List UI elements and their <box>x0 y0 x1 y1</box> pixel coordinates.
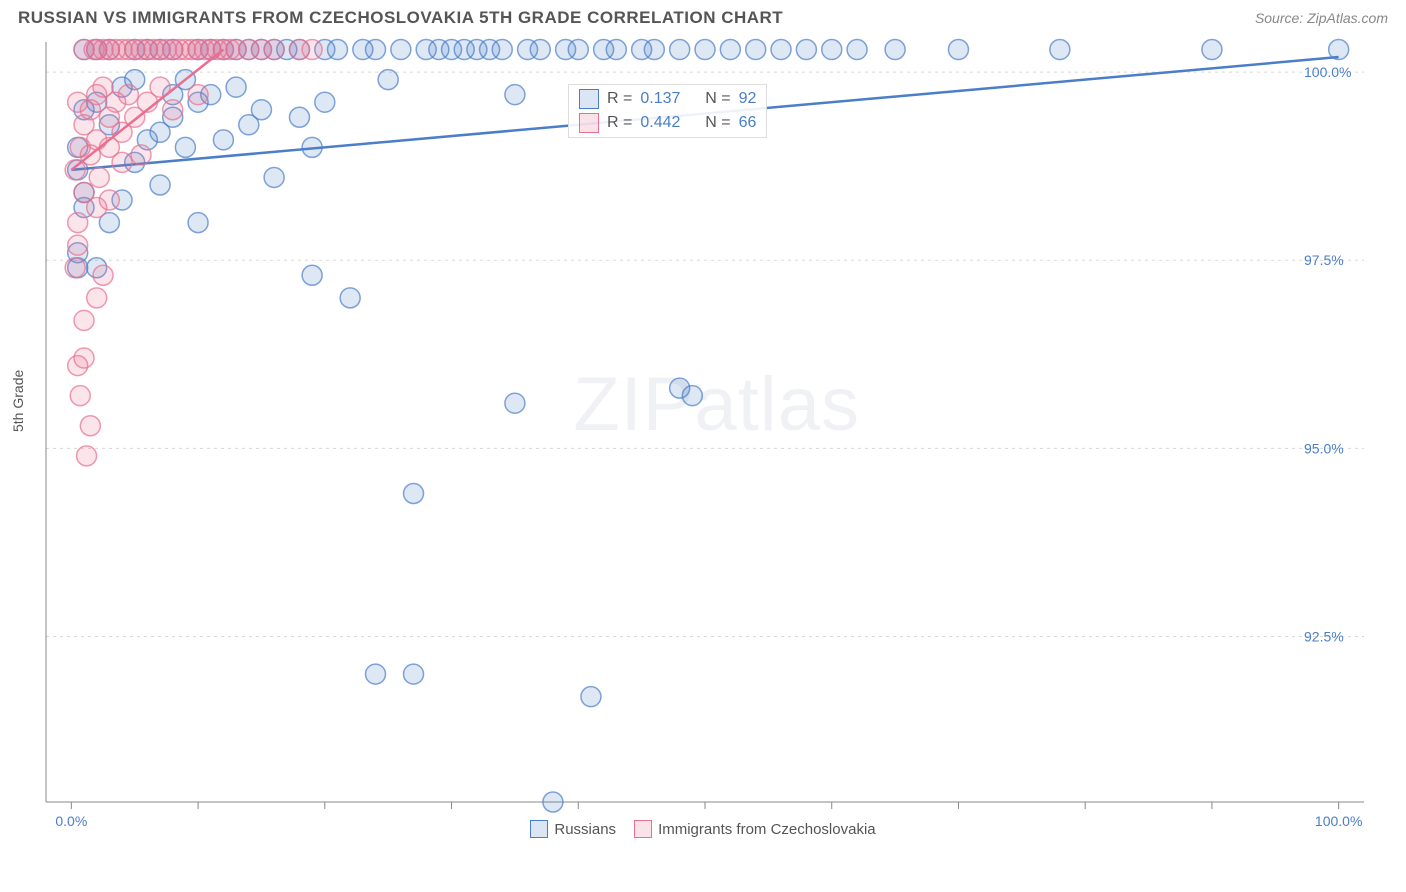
svg-text:95.0%: 95.0% <box>1304 440 1344 456</box>
chart-title: RUSSIAN VS IMMIGRANTS FROM CZECHOSLOVAKI… <box>18 8 783 28</box>
correlation-stats-box: R = 0.137 N = 92R = 0.442 N = 66 <box>568 84 767 138</box>
chart-header: RUSSIAN VS IMMIGRANTS FROM CZECHOSLOVAKI… <box>0 0 1406 32</box>
y-axis-label: 5th Grade <box>10 370 26 432</box>
chart-area: 5th Grade 92.5%95.0%97.5%100.0%0.0%100.0… <box>0 32 1406 842</box>
legend-bottom: Russians Immigrants from Czechoslovakia <box>0 820 1406 838</box>
legend-item-russians: Russians <box>530 820 616 838</box>
svg-text:97.5%: 97.5% <box>1304 252 1344 268</box>
svg-text:92.5%: 92.5% <box>1304 628 1344 644</box>
scatter-chart-svg: 92.5%95.0%97.5%100.0%0.0%100.0% <box>0 32 1406 842</box>
chart-source: Source: ZipAtlas.com <box>1255 10 1388 26</box>
stat-row-russians: R = 0.137 N = 92 <box>569 87 766 111</box>
svg-text:100.0%: 100.0% <box>1304 64 1351 80</box>
stat-row-czech: R = 0.442 N = 66 <box>569 111 766 135</box>
legend-item-czech: Immigrants from Czechoslovakia <box>634 820 876 838</box>
